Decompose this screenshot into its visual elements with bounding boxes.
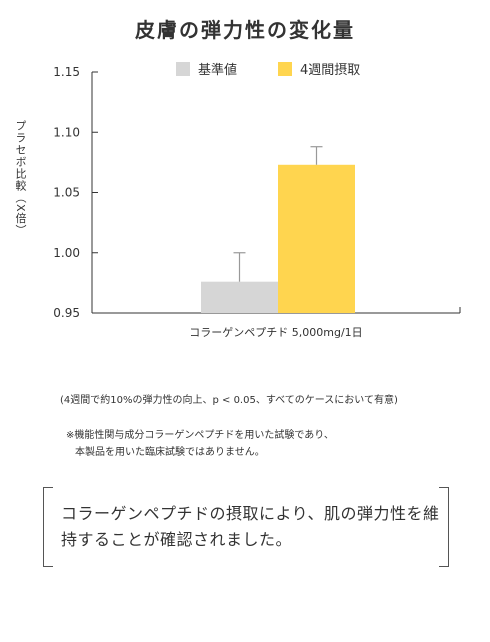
disclaimer-note: ※機能性関与成分コラーゲンペプチドを用いた試験であり、 本製品を用いた臨床試験で…	[66, 427, 334, 461]
x-axis-label: コラーゲンペプチド 5,000mg/1日	[189, 326, 362, 339]
legend-label: 4週間摂取	[300, 62, 360, 78]
y-tick-label: 0.95	[53, 306, 80, 320]
bar-four-weeks	[278, 164, 355, 313]
y-tick-label: 1.15	[53, 65, 80, 79]
disclaimer-line-2: 本製品を用いた臨床試験ではありません。	[75, 447, 265, 458]
bar-chart: 基準値 4週間摂取 1.15 1.10 1.05 1.00 0.95 コラーゲンペプチド …	[53, 62, 461, 339]
disclaimer-line-1: ※機能性関与成分コラーゲンペプチドを用いた試験であり、	[66, 430, 334, 441]
y-tick-label: 1.00	[53, 246, 80, 260]
legend-swatch	[176, 62, 190, 76]
y-axis-label: プラセボ比較（X倍）	[14, 120, 27, 237]
y-tick-label: 1.05	[53, 186, 80, 200]
axes	[91, 72, 461, 314]
legend-label: 基準値	[198, 62, 237, 78]
chart-title: 皮膚の弾力性の変化量	[135, 18, 355, 42]
left-bracket	[43, 487, 53, 567]
bar-baseline	[201, 281, 278, 313]
conclusion-text: コラーゲンペプチドの摂取により、肌の弾力性を維持することが確認されました。	[61, 504, 440, 549]
y-tick-label: 1.10	[53, 125, 80, 139]
legend: 基準値 4週間摂取	[176, 62, 360, 78]
significance-note: (4週間で約10%の弾力性の向上、p < 0.05、すべてのケースにおいて有意)	[60, 395, 398, 406]
bars	[201, 146, 355, 313]
conclusion-box: コラーゲンペプチドの摂取により、肌の弾力性を維持することが確認されました。	[43, 487, 449, 567]
y-ticks: 1.15 1.10 1.05 1.00 0.95	[53, 65, 98, 320]
right-bracket	[439, 487, 449, 567]
legend-swatch	[278, 62, 292, 76]
